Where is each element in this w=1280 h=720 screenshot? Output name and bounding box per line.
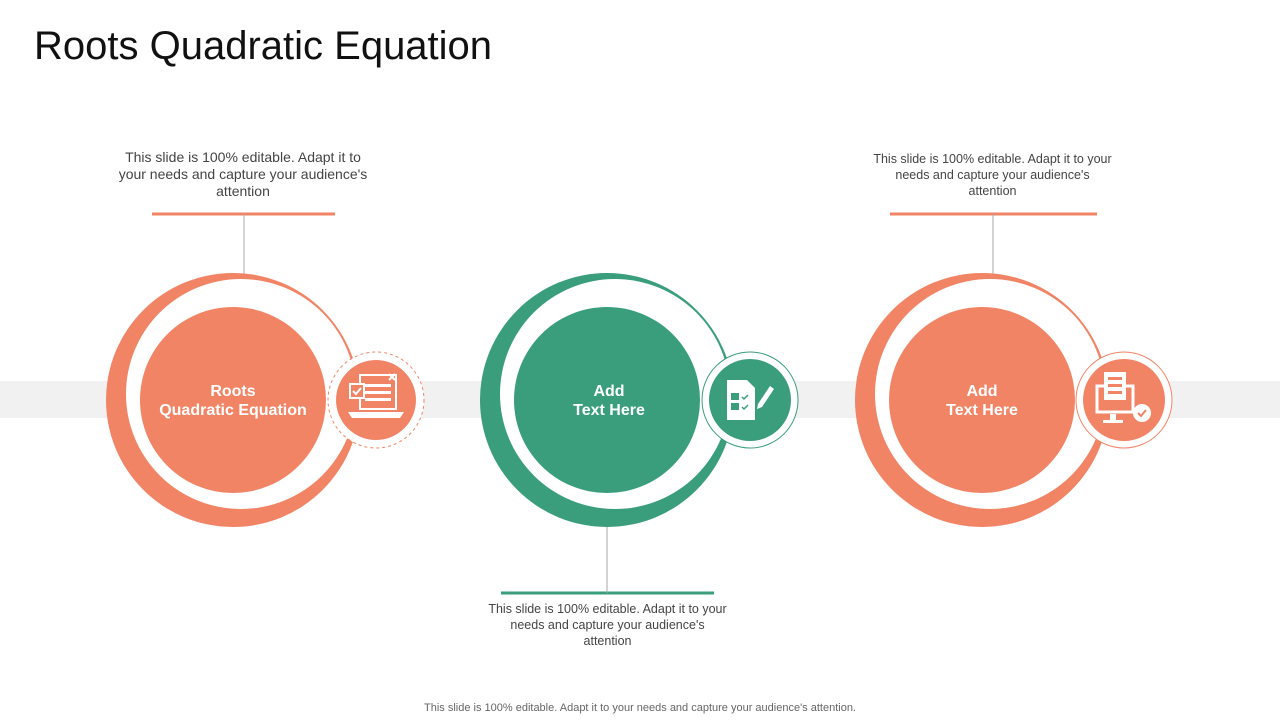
footer-note: This slide is 100% editable. Adapt it to… [424,702,856,714]
circle-group-3 [855,273,1173,527]
circle-label-2: Add Text Here [519,382,699,420]
connectors [152,212,1097,595]
circle-group-2 [480,273,799,527]
label-line: Roots [210,383,256,400]
circle-label-1: Roots Quadratic Equation [143,382,323,420]
circle-label-3: Add Text Here [892,382,1072,420]
main-circle-1 [140,307,326,493]
label-line: Add [966,383,998,400]
description-1: This slide is 100% editable. Adapt it to… [118,149,368,199]
label-line: Text Here [573,402,645,419]
main-circle-2 [514,307,700,493]
test-sheet-pencil-icon [727,380,774,420]
description-2: This slide is 100% editable. Adapt it to… [488,602,727,648]
monitor-clipboard-gear-icon [1095,372,1151,423]
main-circle-3 [889,307,1075,493]
description-3: This slide is 100% editable. Adapt it to… [873,152,1112,198]
label-line: Quadratic Equation [159,402,307,419]
page-title: Roots Quadratic Equation [34,24,493,68]
label-line: Text Here [946,402,1018,419]
label-line: Add [593,383,625,400]
laptop-checklist-icon [348,373,404,418]
circle-group-1 [106,273,425,527]
